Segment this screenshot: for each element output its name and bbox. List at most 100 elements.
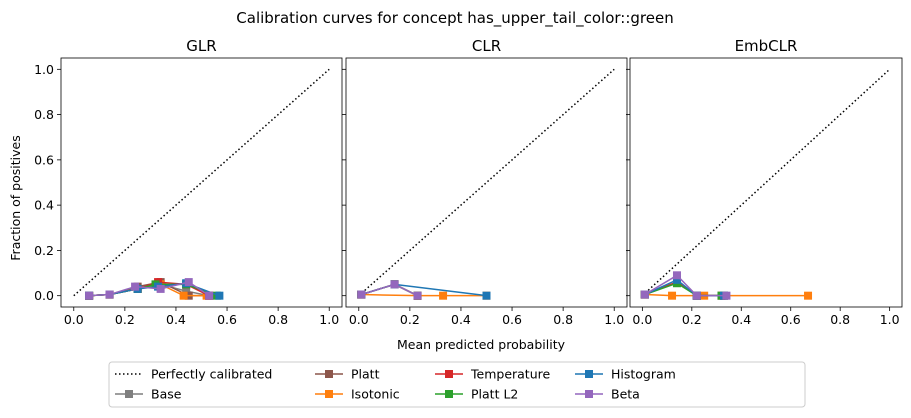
series-temperature bbox=[85, 278, 214, 300]
legend-marker bbox=[445, 390, 453, 398]
data-point bbox=[184, 278, 193, 287]
perfect-calibration-line bbox=[641, 68, 891, 297]
legend-entry: Platt L2 bbox=[435, 387, 518, 402]
legend-entry: Isotonic bbox=[315, 387, 400, 402]
panel-clr: CLR 0.0 0.2 0.4 0.6 0.8 1.0 bbox=[342, 37, 628, 327]
x-axis-label: Mean predicted probability bbox=[397, 337, 566, 352]
panel-glr: GLR 0.0 0.2 0.4 0.6 0.8 1.0 0.0 0.2 0.4 0.6 0.8 1.0 bbox=[34, 37, 343, 327]
legend-marker bbox=[585, 370, 593, 378]
x-tick-label: 0.8 bbox=[830, 312, 850, 327]
series-line bbox=[361, 283, 487, 297]
series-line bbox=[644, 274, 727, 297]
x-tick-label: 0.8 bbox=[268, 312, 288, 327]
series-isotonic bbox=[357, 290, 491, 300]
legend-label: Platt bbox=[351, 367, 380, 382]
data-point bbox=[692, 291, 701, 300]
series-line bbox=[361, 293, 487, 297]
data-point bbox=[182, 287, 191, 296]
data-point bbox=[668, 291, 677, 300]
data-point bbox=[413, 291, 422, 300]
legend-label: Isotonic bbox=[351, 387, 400, 402]
data-point bbox=[482, 291, 491, 300]
legend-marker bbox=[125, 390, 133, 398]
legend-entry: Base bbox=[115, 387, 182, 402]
series-beta bbox=[85, 278, 214, 300]
data-point bbox=[672, 275, 681, 284]
series-beta bbox=[357, 280, 422, 300]
x-tick-label: 1.0 bbox=[604, 312, 624, 327]
x-tick-label: 1.0 bbox=[880, 312, 900, 327]
legend-label: Platt L2 bbox=[471, 387, 518, 402]
y-tick-label: 0.6 bbox=[34, 152, 54, 167]
panel-embclr: EmbCLR 0.0 0.2 0.4 0.6 0.8 1.0 bbox=[626, 37, 903, 327]
legend-marker bbox=[585, 390, 593, 398]
legend-label: Base bbox=[151, 387, 182, 402]
y-tick-label: 0.4 bbox=[34, 198, 54, 213]
y-tick-label: 0.8 bbox=[34, 107, 54, 122]
x-tick-label: 0.2 bbox=[682, 312, 702, 327]
x-tick-label: 0.6 bbox=[781, 312, 801, 327]
data-point bbox=[179, 291, 188, 300]
legend-entry: Beta bbox=[575, 387, 640, 402]
x-tick-label: 0.6 bbox=[217, 312, 237, 327]
legend-label: Beta bbox=[611, 387, 640, 402]
legend-entry: Perfectly calibrated bbox=[115, 367, 272, 382]
series-platt bbox=[357, 280, 422, 300]
legend-marker bbox=[325, 390, 333, 398]
legend-entry: Histogram bbox=[575, 367, 676, 382]
data-point bbox=[85, 291, 94, 300]
x-tick-label: 0.0 bbox=[64, 312, 84, 327]
axes-frame bbox=[60, 57, 343, 308]
x-tick-label: 0.6 bbox=[502, 312, 522, 327]
series-temperature bbox=[357, 280, 422, 300]
legend-label: Perfectly calibrated bbox=[151, 367, 272, 382]
legend: Perfectly calibrated Base Platt Isotonic Tem… bbox=[108, 361, 806, 408]
data-point bbox=[722, 291, 731, 300]
y-tick-label: 1.0 bbox=[34, 62, 54, 77]
x-tick-label: 1.0 bbox=[319, 312, 339, 327]
x-tick-label: 0.4 bbox=[166, 312, 186, 327]
perfect-calibration-line bbox=[358, 68, 615, 297]
data-point bbox=[131, 282, 140, 291]
panel-title: GLR bbox=[186, 37, 216, 55]
x-tick-label: 0.0 bbox=[632, 312, 652, 327]
legend-label: Histogram bbox=[611, 367, 676, 382]
data-point bbox=[215, 291, 224, 300]
axes-frame bbox=[345, 57, 628, 308]
legend-marker bbox=[325, 370, 333, 378]
x-tick-label: 0.8 bbox=[553, 312, 573, 327]
legend-box bbox=[108, 361, 806, 408]
x-tick-label: 0.2 bbox=[400, 312, 420, 327]
legend-label: Temperature bbox=[470, 367, 550, 382]
data-point bbox=[205, 291, 214, 300]
y-tick-label: 0.2 bbox=[34, 243, 54, 258]
data-point bbox=[390, 280, 399, 289]
x-tick-label: 0.0 bbox=[349, 312, 369, 327]
data-point bbox=[357, 290, 366, 299]
data-point bbox=[156, 284, 165, 293]
x-tick-label: 0.2 bbox=[115, 312, 135, 327]
panel-title: EmbCLR bbox=[735, 37, 798, 55]
y-axis-label: Fraction of positives bbox=[8, 135, 23, 260]
y-tick-label: 0.0 bbox=[34, 288, 54, 303]
legend-marker bbox=[445, 370, 453, 378]
data-point bbox=[804, 291, 813, 300]
series-beta bbox=[640, 271, 731, 300]
panel-title: CLR bbox=[472, 37, 501, 55]
axes-frame bbox=[629, 57, 903, 308]
series-line bbox=[644, 293, 809, 297]
series-platt-l2 bbox=[357, 280, 422, 300]
data-point bbox=[439, 291, 448, 300]
data-point bbox=[640, 290, 649, 299]
series-base bbox=[85, 280, 214, 300]
perfect-calibration-line bbox=[73, 68, 330, 297]
x-tick-label: 0.4 bbox=[731, 312, 751, 327]
x-tick-label: 0.4 bbox=[451, 312, 471, 327]
series-base bbox=[357, 280, 422, 300]
legend-entry: Temperature bbox=[435, 367, 550, 382]
legend-entry: Platt bbox=[315, 367, 380, 382]
data-point bbox=[672, 271, 681, 280]
figure-title: Calibration curves for concept has_upper… bbox=[236, 9, 673, 28]
